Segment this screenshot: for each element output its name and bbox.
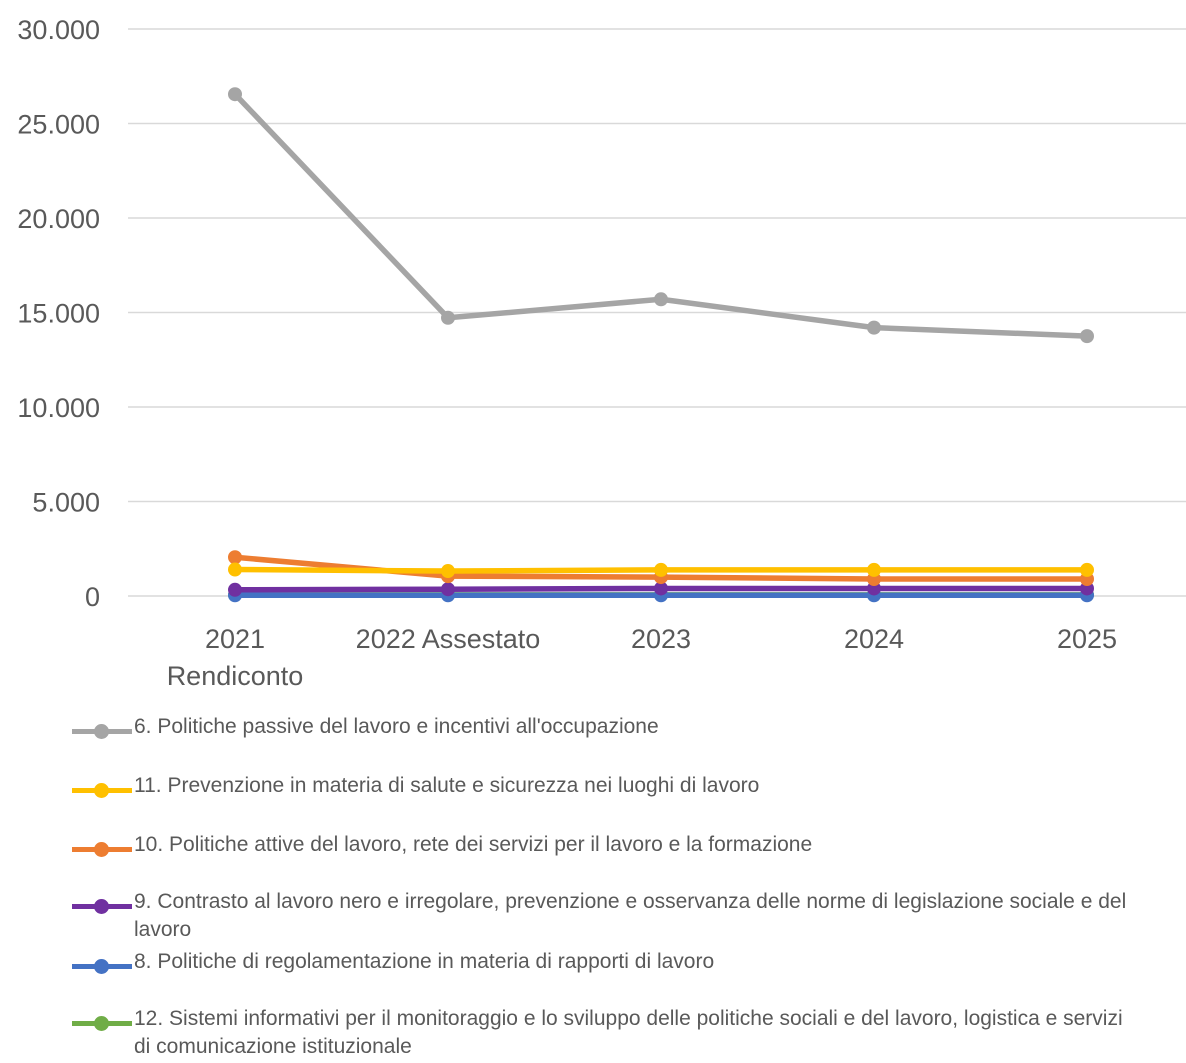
x-tick-label-line: 2021 <box>205 624 265 654</box>
data-point <box>228 87 242 102</box>
y-axis: 0 5.000 10.000 15.000 20.000 25.000 30.000 <box>17 15 100 612</box>
series-line <box>228 87 1094 344</box>
x-axis: 2021 Rendiconto 2022 Assestato 2023 2024 2025 <box>167 624 1117 691</box>
x-tick-label-line: Rendiconto <box>167 661 304 691</box>
data-point <box>654 292 668 307</box>
data-point <box>441 310 455 325</box>
x-tick-label: 2023 <box>631 624 691 654</box>
data-point <box>654 562 668 577</box>
data-point <box>228 550 242 565</box>
legend-swatch <box>72 899 132 914</box>
y-tick-label: 25.000 <box>17 110 100 140</box>
legend-label: 8. Politiche di regolamentazione in mate… <box>134 950 715 973</box>
legend-swatch-marker <box>94 959 109 974</box>
data-point <box>228 562 242 577</box>
data-point <box>867 562 881 577</box>
legend-swatch-marker <box>94 899 109 914</box>
x-tick-label-line: 2024 <box>844 624 904 654</box>
legend-label: 11. Prevenzione in materia di salute e s… <box>134 774 760 797</box>
legend-swatch-marker <box>94 724 109 739</box>
data-point <box>867 320 881 335</box>
legend-label: 9. Contrasto al lavoro nero e irregolare… <box>134 890 1127 941</box>
legend-swatch-marker <box>94 842 109 857</box>
legend-label: 10. Politiche attive del lavoro, rete de… <box>134 833 813 856</box>
y-tick-label: 5.000 <box>32 488 100 518</box>
legend-swatch-marker <box>94 783 109 798</box>
x-tick-label: 2024 <box>844 624 904 654</box>
line-chart: 0 5.000 10.000 15.000 20.000 25.000 30.000 202… <box>17 15 1186 691</box>
series-line <box>228 562 1094 579</box>
legend-swatch <box>72 1016 132 1031</box>
data-point <box>441 582 455 597</box>
series-group <box>228 87 1094 603</box>
data-point <box>1080 562 1094 577</box>
legend-swatch <box>72 783 132 798</box>
data-point <box>441 564 455 579</box>
legend-label: 12. Sistemi informativi per il monitorag… <box>134 1007 1123 1058</box>
x-tick-label-line: 2022 Assestato <box>356 624 541 654</box>
data-point <box>228 582 242 597</box>
x-tick-label: 2025 <box>1057 624 1117 654</box>
x-tick-label: 2022 Assestato <box>356 624 541 654</box>
legend-swatch-marker <box>94 1016 109 1031</box>
data-point <box>654 581 668 596</box>
legend-label: 6. Politiche passive del lavoro e incent… <box>134 715 659 738</box>
legend-swatch <box>72 724 132 739</box>
x-tick-label-line: 2023 <box>631 624 691 654</box>
y-tick-label: 10.000 <box>17 393 100 423</box>
data-point <box>1080 329 1094 344</box>
y-tick-label: 0 <box>85 582 100 612</box>
legend-swatch <box>72 842 132 857</box>
legend-swatch <box>72 959 132 974</box>
y-tick-label: 30.000 <box>17 15 100 45</box>
gridlines <box>128 28 1186 597</box>
y-tick-label: 20.000 <box>17 204 100 234</box>
x-tick-label-line: 2025 <box>1057 624 1117 654</box>
y-tick-label: 15.000 <box>17 299 100 329</box>
x-tick-label: 2021 Rendiconto <box>167 624 304 691</box>
